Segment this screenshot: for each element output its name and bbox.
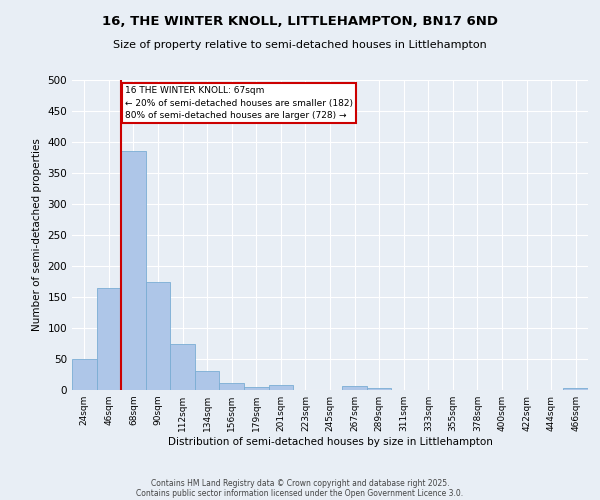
Y-axis label: Number of semi-detached properties: Number of semi-detached properties	[32, 138, 42, 332]
Bar	[72, 359, 97, 390]
Bar	[563, 388, 588, 390]
Bar	[195, 372, 220, 390]
Bar	[146, 282, 170, 390]
Text: Contains HM Land Registry data © Crown copyright and database right 2025.: Contains HM Land Registry data © Crown c…	[151, 478, 449, 488]
Bar	[269, 385, 293, 390]
Text: Contains public sector information licensed under the Open Government Licence 3.: Contains public sector information licen…	[136, 488, 464, 498]
X-axis label: Distribution of semi-detached houses by size in Littlehampton: Distribution of semi-detached houses by …	[167, 437, 493, 447]
Bar	[121, 152, 146, 390]
Bar	[97, 288, 121, 390]
Bar	[220, 382, 244, 390]
Bar	[244, 387, 269, 390]
Bar	[342, 386, 367, 390]
Bar	[170, 344, 195, 390]
Text: Size of property relative to semi-detached houses in Littlehampton: Size of property relative to semi-detach…	[113, 40, 487, 50]
Text: 16, THE WINTER KNOLL, LITTLEHAMPTON, BN17 6ND: 16, THE WINTER KNOLL, LITTLEHAMPTON, BN1…	[102, 15, 498, 28]
Bar	[367, 388, 391, 390]
Text: 16 THE WINTER KNOLL: 67sqm
← 20% of semi-detached houses are smaller (182)
80% o: 16 THE WINTER KNOLL: 67sqm ← 20% of semi…	[125, 86, 353, 120]
